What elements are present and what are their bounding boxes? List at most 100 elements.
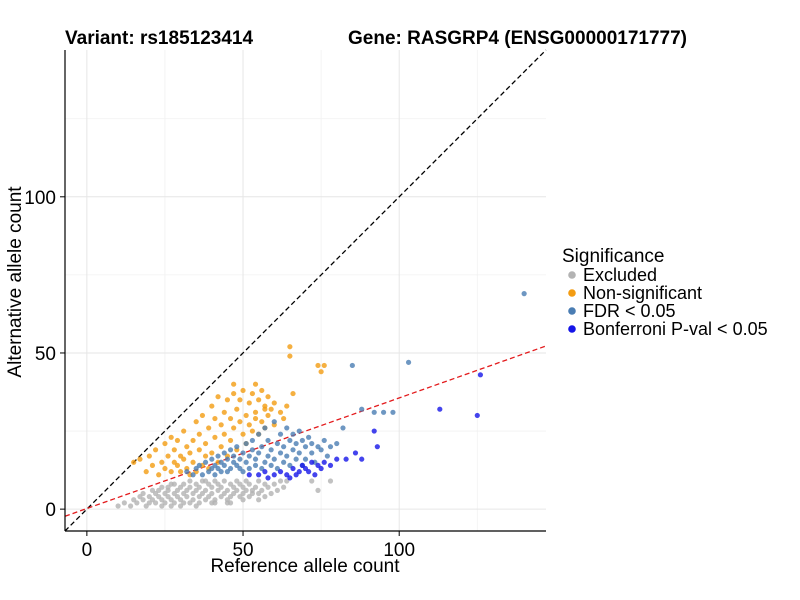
data-point [259, 487, 265, 493]
data-point [240, 431, 246, 437]
data-point [256, 478, 262, 484]
data-point [127, 503, 134, 509]
data-point [227, 500, 234, 506]
data-point [268, 462, 274, 469]
data-point [202, 459, 209, 465]
data-point [327, 462, 334, 469]
reference-line-fit [64, 345, 547, 517]
data-point [121, 500, 127, 506]
data-point [196, 500, 202, 506]
series-bonferroni-p-val-0-05 [246, 372, 484, 481]
data-point [187, 484, 193, 490]
data-point [231, 381, 237, 387]
data-point [256, 497, 262, 503]
data-point [281, 444, 287, 450]
legend-swatch [568, 289, 576, 297]
data-point [246, 400, 252, 406]
data-point [256, 431, 262, 437]
y-tick-label: 50 [35, 344, 56, 365]
data-point [162, 440, 168, 447]
data-point [243, 412, 249, 419]
data-point [140, 490, 146, 497]
data-point [159, 484, 165, 490]
data-point [137, 456, 143, 462]
reference-lines [64, 49, 547, 532]
data-point [349, 362, 355, 369]
legend-swatch [568, 307, 576, 315]
data-point [287, 475, 293, 481]
legend-title: Significance [562, 246, 664, 267]
data-point [234, 444, 240, 450]
data-point [309, 450, 315, 456]
data-point [293, 440, 299, 447]
data-point [371, 428, 377, 434]
data-point [262, 494, 268, 500]
data-point [268, 490, 274, 497]
data-point [262, 406, 268, 412]
data-point [218, 422, 224, 428]
data-point [152, 500, 159, 506]
data-point [240, 450, 246, 456]
data-point [249, 437, 256, 444]
data-point [215, 453, 221, 459]
data-point [212, 434, 218, 440]
data-point [290, 465, 296, 472]
data-point [181, 428, 187, 434]
data-point [281, 484, 287, 490]
data-point [165, 484, 171, 490]
data-point [212, 500, 218, 506]
data-point [218, 469, 224, 475]
data-point [243, 459, 249, 465]
data-point [262, 425, 268, 431]
data-point [265, 437, 271, 444]
data-point [315, 487, 321, 493]
legend-swatch [568, 271, 576, 279]
data-point [221, 409, 227, 415]
data-point [312, 472, 318, 478]
data-point [315, 362, 321, 369]
data-point [227, 415, 234, 422]
data-point [405, 359, 412, 365]
data-point [321, 437, 327, 444]
data-point [143, 469, 149, 475]
x-tick-label: 100 [383, 540, 415, 561]
data-point [281, 415, 287, 422]
data-point [165, 453, 171, 459]
data-point [231, 453, 237, 459]
data-point [262, 459, 268, 465]
data-point [168, 503, 174, 509]
data-point [227, 447, 234, 453]
data-point [271, 400, 277, 406]
legend-item: Bonferroni P-val < 0.05 [568, 319, 768, 339]
data-point [334, 456, 340, 462]
data-point [252, 381, 259, 387]
data-point [380, 409, 387, 415]
data-point [184, 469, 190, 475]
data-point [184, 444, 190, 450]
data-point [309, 459, 315, 465]
data-point [521, 291, 527, 297]
data-point [240, 469, 246, 475]
data-point [281, 459, 287, 465]
legend-item: FDR < 0.05 [568, 301, 676, 321]
data-point [202, 453, 209, 459]
data-point [252, 484, 259, 490]
legend-item: Excluded [568, 265, 657, 285]
data-point [271, 481, 277, 487]
legend-label: FDR < 0.05 [583, 301, 676, 321]
data-point [290, 447, 296, 453]
data-point [284, 453, 290, 459]
data-point [256, 397, 262, 403]
data-point [249, 428, 256, 434]
data-point [268, 447, 274, 453]
data-point [237, 456, 243, 462]
data-point [243, 487, 249, 493]
data-point [249, 447, 256, 453]
data-point [159, 503, 165, 509]
data-point [359, 456, 365, 462]
data-points [115, 291, 527, 509]
data-point [302, 444, 309, 450]
data-point [202, 478, 209, 484]
data-point [146, 453, 152, 459]
data-point [115, 503, 121, 509]
